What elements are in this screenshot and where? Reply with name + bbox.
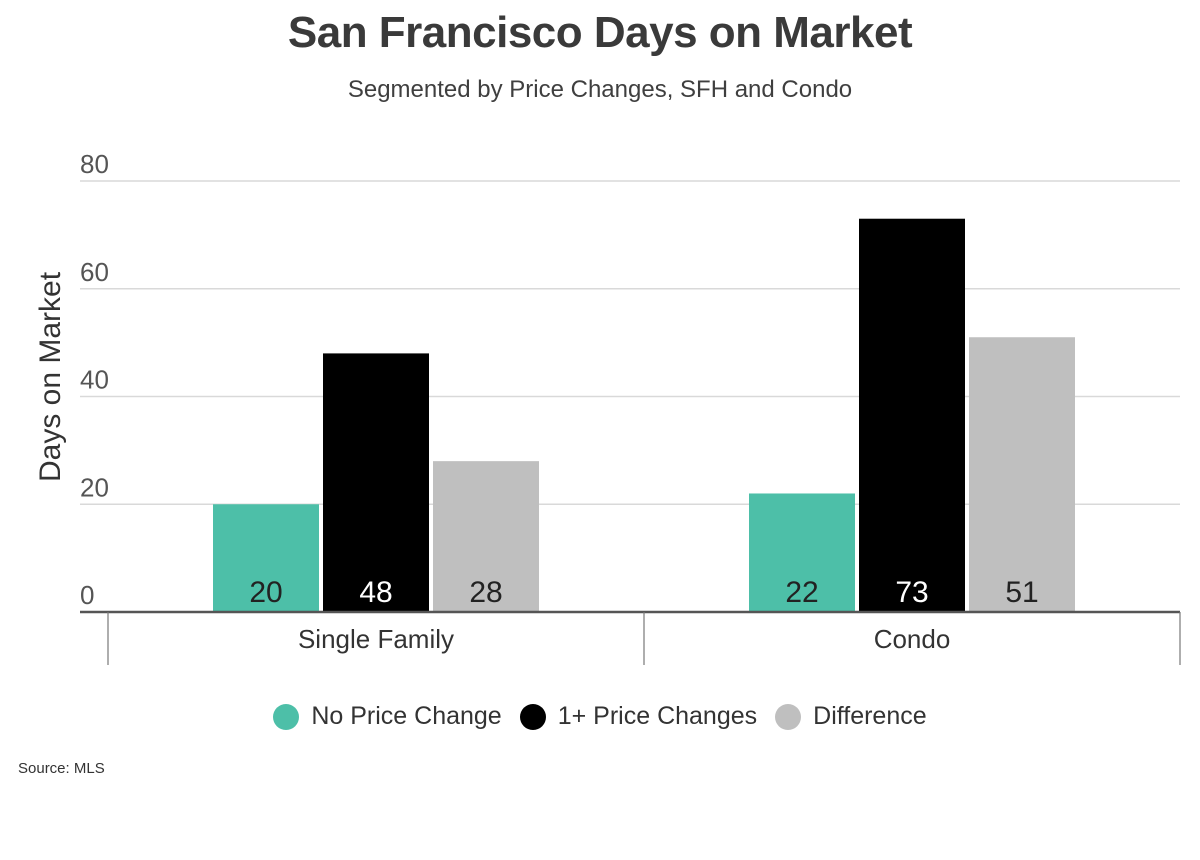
y-axis-label: Days on Market xyxy=(34,271,67,482)
legend-label: Difference xyxy=(813,702,927,730)
legend-swatch xyxy=(519,703,546,730)
bar xyxy=(323,353,429,612)
bar xyxy=(213,504,319,612)
data-label: 20 xyxy=(249,576,282,609)
y-tick-label: 40 xyxy=(80,365,109,395)
source-note: Source: MLS xyxy=(18,760,105,777)
bar xyxy=(433,461,539,612)
chart-title: San Francisco Days on Market xyxy=(287,8,913,57)
y-tick-label: 20 xyxy=(80,472,109,502)
bar xyxy=(749,493,855,612)
legend-item-no-price-change: No Price Change xyxy=(273,702,502,731)
y-tick-label: 60 xyxy=(80,257,109,287)
chart-subtitle: Segmented by Price Changes, SFH and Cond… xyxy=(347,76,853,103)
legend-item-price-changes: 1+ Price Changes xyxy=(519,702,758,731)
legend-item-difference: Difference xyxy=(775,702,927,731)
legend-swatch xyxy=(775,703,802,730)
y-tick-label: 80 xyxy=(80,149,109,179)
legend-label: No Price Change xyxy=(311,702,502,730)
legend: No Price Change 1+ Price Changes Differe… xyxy=(0,702,1200,731)
x-category-label: Condo xyxy=(874,624,951,654)
x-category-label: Single Family xyxy=(298,624,454,654)
y-tick-label: 0 xyxy=(80,580,94,610)
legend-label: 1+ Price Changes xyxy=(557,702,758,730)
data-label: 28 xyxy=(469,576,502,609)
data-label: 48 xyxy=(359,576,392,609)
legend-swatch xyxy=(273,703,300,730)
bar xyxy=(859,218,965,612)
y-axis-ticks: 0 20 40 60 80 xyxy=(80,149,109,610)
x-axis: Single Family Condo xyxy=(80,610,1181,665)
bar xyxy=(969,337,1075,612)
data-label: 22 xyxy=(785,576,818,609)
bars: 20 48 28 22 73 51 xyxy=(213,218,1075,612)
data-label: 73 xyxy=(895,576,928,609)
data-label: 51 xyxy=(1005,576,1038,609)
